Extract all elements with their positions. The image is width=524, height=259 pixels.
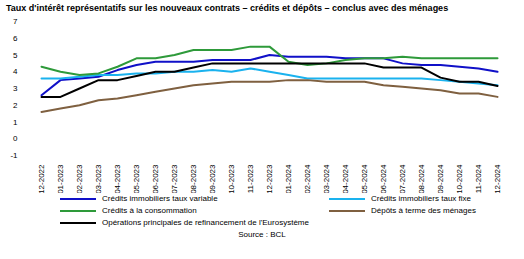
svg-text:06-2024: 06-2024	[379, 164, 388, 193]
svg-text:7: 7	[13, 17, 18, 26]
svg-text:08-2023: 08-2023	[189, 164, 198, 193]
svg-text:05-2024: 05-2024	[360, 164, 369, 193]
svg-text:07-2024: 07-2024	[398, 164, 407, 193]
svg-text:6: 6	[13, 34, 18, 43]
svg-text:11-2023: 11-2023	[246, 164, 255, 193]
svg-text:12-2022: 12-2022	[37, 164, 46, 193]
svg-text:2: 2	[13, 101, 18, 110]
svg-text:11-2024: 11-2024	[474, 164, 483, 193]
html-text:Dépôts à terme des ménages: Dépôts à terme des ménages	[371, 206, 476, 215]
svg-text:08-2024: 08-2024	[417, 164, 426, 193]
html-text:Crédits à la consommation: Crédits à la consommation	[102, 206, 197, 215]
svg-text:10-2023: 10-2023	[227, 164, 236, 193]
svg-text:1: 1	[13, 118, 18, 127]
svg-text:12-2024: 12-2024	[493, 164, 502, 193]
svg-text:09-2024: 09-2024	[436, 164, 445, 193]
svg-text:-1: -1	[10, 151, 18, 160]
svg-text:01-2024: 01-2024	[284, 164, 293, 193]
svg-text:03-2023: 03-2023	[94, 164, 103, 193]
svg-text:07-2023: 07-2023	[170, 164, 179, 193]
svg-text:02-2023: 02-2023	[75, 164, 84, 193]
svg-text:12-2023: 12-2023	[265, 164, 274, 193]
svg-text:10-2024: 10-2024	[455, 164, 464, 193]
svg-text:04-2023: 04-2023	[113, 164, 122, 193]
svg-text:4: 4	[13, 67, 18, 76]
svg-text:0: 0	[13, 134, 18, 143]
html-text:Source : BCL: Source : BCL	[238, 230, 286, 239]
html-text:Taux d'intérêt représentatifs: Taux d'intérêt représentatifs sur les no…	[6, 3, 449, 13]
svg-text:3: 3	[13, 84, 18, 93]
html-text:Crédits immobiliers taux varia: Crédits immobiliers taux variable	[102, 194, 218, 203]
svg-text:04-2024: 04-2024	[341, 164, 350, 193]
svg-text:5: 5	[13, 51, 18, 60]
svg-text:06-2023: 06-2023	[151, 164, 160, 193]
svg-text:09-2023: 09-2023	[208, 164, 217, 193]
svg-text:05-2023: 05-2023	[132, 164, 141, 193]
svg-text:02-2024: 02-2024	[303, 164, 312, 193]
html-text:Opérations principales de refi: Opérations principales de refinancement …	[102, 218, 309, 227]
svg-text:01-2023: 01-2023	[56, 164, 65, 193]
svg-text:03-2024: 03-2024	[322, 164, 331, 193]
html-text:Crédits immobiliers taux fixe: Crédits immobiliers taux fixe	[371, 194, 471, 203]
